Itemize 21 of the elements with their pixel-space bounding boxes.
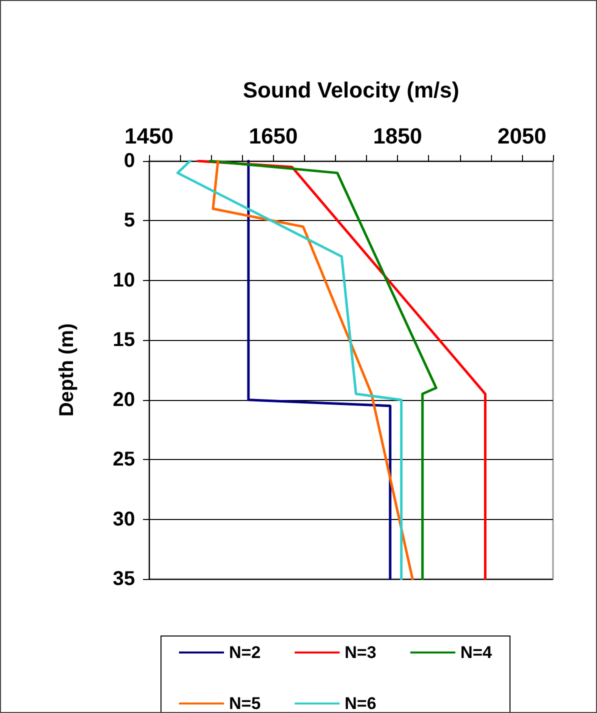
y-tick-label: 5 <box>124 210 135 232</box>
y-tick-label: 20 <box>112 388 135 411</box>
legend-label: N=5 <box>229 694 261 713</box>
x-tick-label: 1850 <box>373 124 422 148</box>
y-tick-label: 0 <box>124 150 135 172</box>
line-series <box>176 160 403 580</box>
x-tick-label: 2050 <box>497 124 546 148</box>
legend-label: N=2 <box>229 643 261 662</box>
x-tick-label: 1650 <box>248 124 298 148</box>
y-tick-label: 30 <box>112 508 135 530</box>
y-tick-label: 15 <box>112 329 135 352</box>
legend-label: N=6 <box>344 694 376 713</box>
legend-label: N=4 <box>460 643 493 662</box>
line-series <box>247 160 392 580</box>
y-tick-label: 35 <box>112 568 135 590</box>
legend-label: N=3 <box>344 643 376 662</box>
x-axis-title: Sound Velocity (m/s) <box>242 78 460 102</box>
x-tick-label: 1450 <box>124 124 174 148</box>
y-tick-label: 25 <box>112 448 135 471</box>
y-axis-title: Depth (m) <box>56 323 78 417</box>
y-tick-label: 10 <box>112 269 135 292</box>
